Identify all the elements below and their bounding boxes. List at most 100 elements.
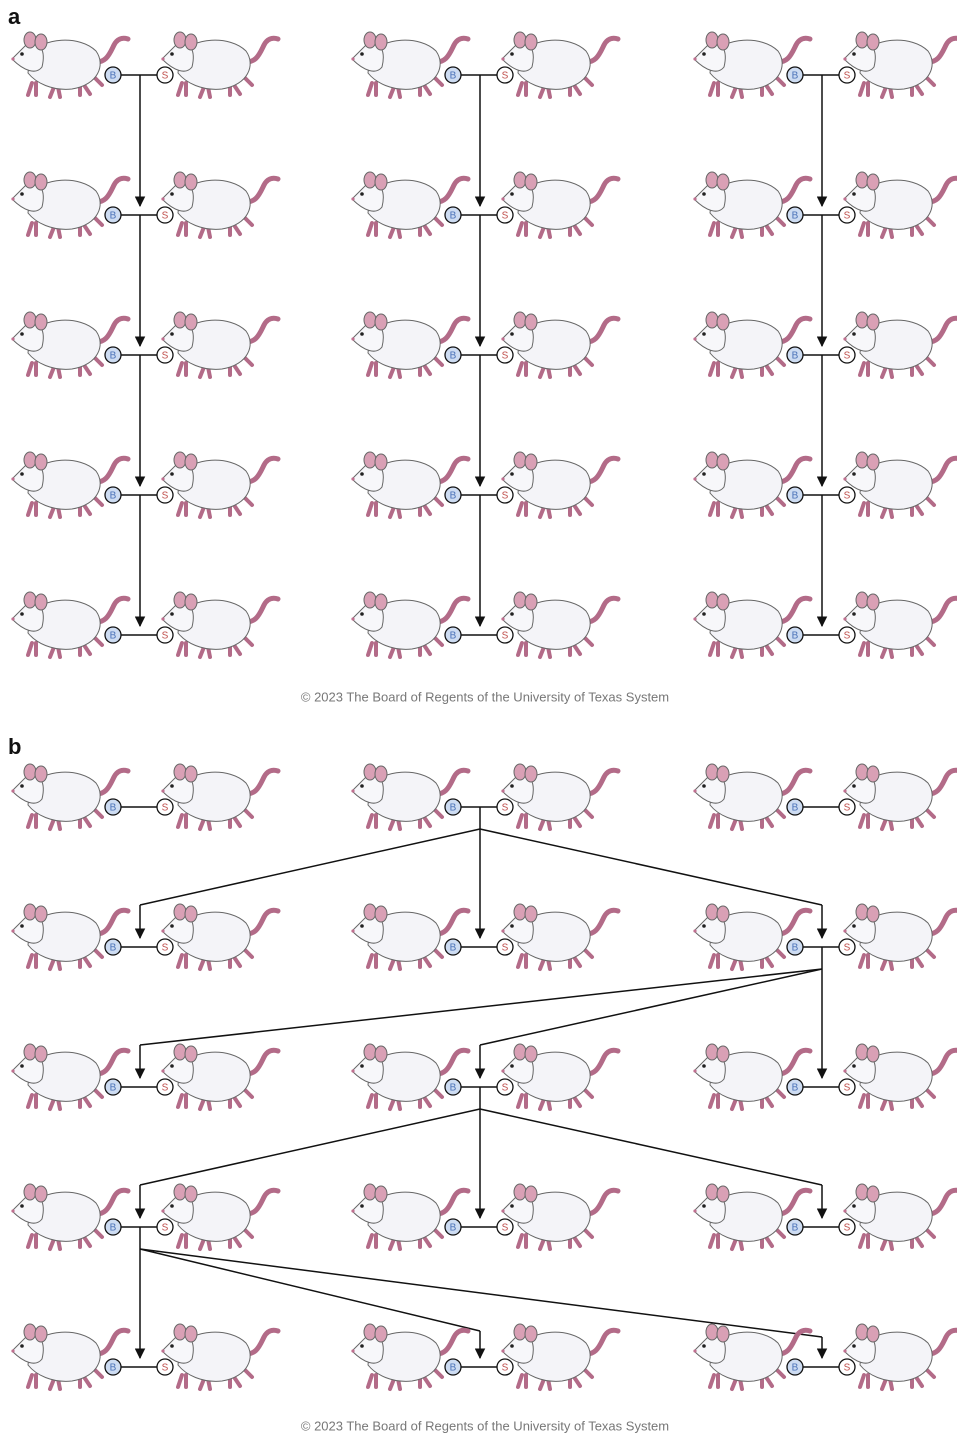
- breeder-label: B: [450, 71, 457, 82]
- sibling-label: S: [162, 1083, 169, 1094]
- breeding-pair: BS: [351, 32, 618, 97]
- panel-label: a: [8, 4, 21, 29]
- branch: [480, 1109, 822, 1185]
- breeder-label: B: [110, 491, 117, 502]
- breeder-label: B: [792, 803, 799, 814]
- branch: [140, 829, 480, 905]
- branch: [140, 1249, 480, 1331]
- sibling-label: S: [502, 631, 509, 642]
- sibling-label: S: [162, 71, 169, 82]
- sibling-label: S: [844, 211, 851, 222]
- sibling-label: S: [502, 491, 509, 502]
- branch: [140, 969, 822, 1045]
- sibling-label: S: [844, 1223, 851, 1234]
- rat: [351, 904, 468, 969]
- sibling-label: S: [502, 943, 509, 954]
- arrows: [140, 75, 822, 1358]
- rat: [693, 172, 810, 237]
- sibling-label: S: [162, 1363, 169, 1374]
- breeder-label: B: [792, 943, 799, 954]
- breeding-pair: BS: [693, 1324, 957, 1389]
- rat: [501, 32, 618, 97]
- rat: [843, 312, 957, 377]
- breeding-pair: BS: [693, 32, 957, 97]
- breeder-label: B: [450, 1083, 457, 1094]
- breeding-pair: BS: [11, 172, 278, 237]
- sibling-label: S: [844, 631, 851, 642]
- rat: [843, 1184, 957, 1249]
- sibling-label: S: [502, 211, 509, 222]
- breeding-pair: BS: [11, 32, 278, 97]
- sibling-label: S: [844, 351, 851, 362]
- sibling-label: S: [502, 71, 509, 82]
- rat: [351, 1044, 468, 1109]
- breeder-label: B: [450, 351, 457, 362]
- rat: [693, 592, 810, 657]
- breeder-label: B: [792, 1083, 799, 1094]
- rat: [161, 32, 278, 97]
- sibling-label: S: [162, 351, 169, 362]
- breeding-pair: BS: [11, 452, 278, 517]
- breeder-label: B: [450, 1223, 457, 1234]
- copyright: © 2023 The Board of Regents of the Unive…: [301, 689, 669, 704]
- rat: [351, 312, 468, 377]
- rat: [693, 1044, 810, 1109]
- breeder-label: B: [792, 491, 799, 502]
- rat: [161, 764, 278, 829]
- breeder-label: B: [450, 803, 457, 814]
- rat: [11, 1324, 128, 1389]
- figure: a © 2023 The Board of Regents of the Uni…: [0, 0, 957, 1437]
- breeder-label: B: [792, 1363, 799, 1374]
- sibling-label: S: [502, 1363, 509, 1374]
- rat: [11, 1184, 128, 1249]
- breeding-pair: BS: [351, 904, 618, 969]
- breeder-label: B: [110, 631, 117, 642]
- rat: [693, 1184, 810, 1249]
- breeder-label: B: [450, 491, 457, 502]
- sibling-label: S: [844, 1363, 851, 1374]
- rat: [693, 904, 810, 969]
- rat: [843, 1324, 957, 1389]
- copyright: © 2023 The Board of Regents of the Unive…: [301, 1418, 669, 1433]
- breeding-pair: BS: [11, 1044, 278, 1109]
- rat: [11, 312, 128, 377]
- sibling-label: S: [502, 803, 509, 814]
- breeder-label: B: [450, 1363, 457, 1374]
- rat: [843, 452, 957, 517]
- breeder-label: B: [792, 71, 799, 82]
- sibling-label: S: [844, 803, 851, 814]
- rat: [161, 1324, 278, 1389]
- rat: [351, 1324, 468, 1389]
- breeding-pair: BS: [693, 172, 957, 237]
- rat: [843, 904, 957, 969]
- sibling-label: S: [502, 1083, 509, 1094]
- breeder-label: B: [110, 351, 117, 362]
- breeder-label: B: [110, 1363, 117, 1374]
- rat: [843, 32, 957, 97]
- rat: [693, 312, 810, 377]
- breeder-label: B: [792, 211, 799, 222]
- breeder-label: B: [110, 1223, 117, 1234]
- rat: [843, 764, 957, 829]
- rat: [501, 1324, 618, 1389]
- breeding-pair: BS: [693, 312, 957, 377]
- rat: [501, 764, 618, 829]
- sibling-label: S: [844, 943, 851, 954]
- breeder-label: B: [792, 351, 799, 362]
- rat: [351, 1184, 468, 1249]
- rat: [11, 172, 128, 237]
- breeding-pair: BS: [693, 1044, 957, 1109]
- sibling-label: S: [162, 1223, 169, 1234]
- rat: [693, 764, 810, 829]
- branch: [140, 1109, 480, 1185]
- rat: [161, 312, 278, 377]
